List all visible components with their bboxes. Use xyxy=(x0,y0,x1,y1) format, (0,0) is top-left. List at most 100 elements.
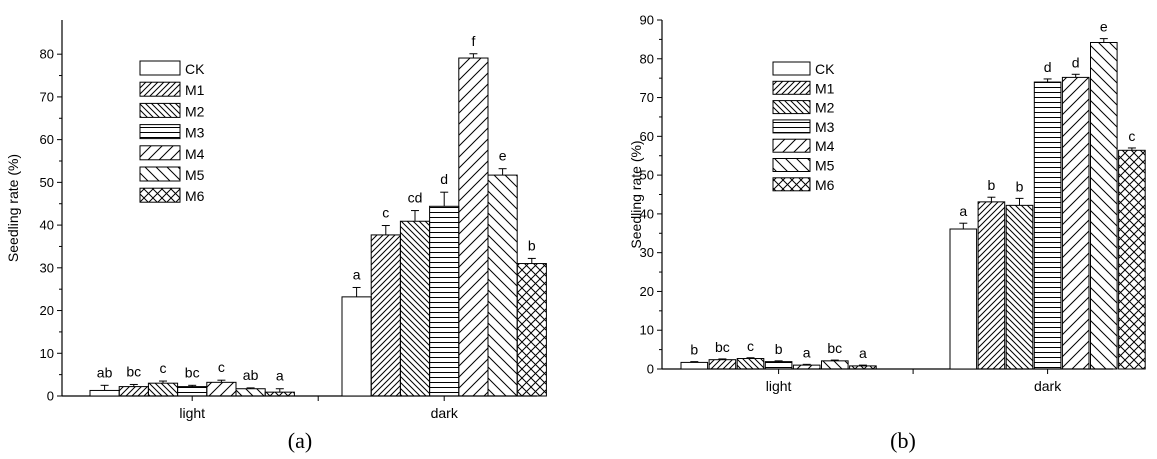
significance-label: e xyxy=(1100,19,1108,35)
significance-label: a xyxy=(276,368,284,384)
y-tick-label: 50 xyxy=(40,175,54,190)
significance-label: bc xyxy=(827,340,842,356)
legend-label-M2: M2 xyxy=(185,103,205,119)
significance-label: d xyxy=(440,171,448,187)
legend-swatch-M5 xyxy=(772,158,811,172)
significance-label: f xyxy=(471,33,475,49)
bar-M4-dark xyxy=(458,57,489,397)
y-tick-label: 90 xyxy=(640,13,654,28)
significance-label: e xyxy=(499,148,507,164)
y-tick-label: 80 xyxy=(640,51,654,66)
bar-M6-light xyxy=(264,391,295,397)
bar-M3-dark xyxy=(1033,81,1062,370)
legend: CK M1 M2 M3 M4 M5 M6 xyxy=(772,61,835,193)
bar-M3-light xyxy=(177,386,208,397)
legend-swatch-M1 xyxy=(139,81,181,97)
x-category-label: light xyxy=(766,378,792,394)
legend-label-M6: M6 xyxy=(185,188,205,204)
significance-label: b xyxy=(528,237,536,253)
legend-swatch-M5 xyxy=(139,166,181,182)
y-tick-label: 20 xyxy=(640,284,654,299)
bar-M3-dark xyxy=(429,205,460,397)
panel-caption: (a) xyxy=(288,428,312,453)
significance-label: c xyxy=(218,359,225,375)
significance-label: a xyxy=(859,345,867,361)
legend-label-M4: M4 xyxy=(185,146,205,162)
bar-M2-light xyxy=(736,358,765,370)
significance-label: a xyxy=(959,203,967,219)
bar-M5-light xyxy=(821,360,849,370)
legend-label-M6: M6 xyxy=(815,177,835,193)
bar-M2-dark xyxy=(399,220,431,397)
significance-label: b xyxy=(690,342,698,358)
legend-swatch-M4 xyxy=(772,138,811,153)
y-tick-label: 70 xyxy=(40,89,54,104)
significance-label: bc xyxy=(715,339,730,355)
significance-label: bc xyxy=(185,364,200,380)
significance-label: c xyxy=(382,205,389,221)
bar-CK-light xyxy=(680,361,709,370)
y-tick-label: 0 xyxy=(647,362,654,377)
legend-swatch-M6 xyxy=(772,177,811,192)
y-tick-label: 80 xyxy=(40,47,54,62)
bar-M6-light xyxy=(849,365,877,370)
y-tick-label: 30 xyxy=(640,245,654,260)
significance-label: d xyxy=(1044,59,1052,75)
legend-label-M3: M3 xyxy=(815,119,835,135)
bar-M2-light xyxy=(147,382,179,397)
bar-M1-light xyxy=(118,386,149,397)
significance-label: c xyxy=(160,360,167,376)
y-tick-label: 10 xyxy=(640,323,654,338)
legend-label-M1: M1 xyxy=(185,82,205,98)
y-tick-label: 0 xyxy=(47,389,54,404)
legend-label-CK: CK xyxy=(815,61,835,77)
legend-swatch-M3 xyxy=(139,124,181,140)
y-axis-label: Seedling rate (%) xyxy=(628,140,644,248)
y-tick-label: 60 xyxy=(40,132,54,147)
significance-label: ab xyxy=(97,364,113,380)
legend-label-M5: M5 xyxy=(815,158,835,174)
significance-label: cd xyxy=(408,190,423,206)
bar-M1-dark xyxy=(977,201,1006,370)
legend-swatch-M3 xyxy=(772,119,811,134)
legend-swatch-M2 xyxy=(139,102,181,118)
legend-swatch-M4 xyxy=(139,145,181,161)
y-tick-label: 40 xyxy=(40,218,54,233)
legend-label-M5: M5 xyxy=(185,167,205,183)
legend-label-M2: M2 xyxy=(815,100,835,116)
y-tick-label: 70 xyxy=(640,90,654,105)
x-category-label: dark xyxy=(1034,378,1062,394)
bar-M5-dark xyxy=(1090,41,1118,370)
legend-swatch-M1 xyxy=(772,80,811,95)
panel-caption: (b) xyxy=(890,428,916,453)
bar-CK-dark xyxy=(341,296,372,397)
bar-M4-dark xyxy=(1061,76,1090,370)
bar-M1-light xyxy=(708,359,737,370)
significance-label: b xyxy=(775,341,783,357)
significance-label: d xyxy=(1072,54,1080,70)
legend-label-M4: M4 xyxy=(815,138,835,154)
significance-label: a xyxy=(353,266,361,282)
y-tick-label: 50 xyxy=(640,168,654,183)
y-tick-label: 30 xyxy=(40,260,54,275)
bar-M5-light xyxy=(235,388,266,397)
legend-swatch-M6 xyxy=(139,187,181,203)
bar-M4-light xyxy=(206,381,237,397)
bar-M6-dark xyxy=(1118,149,1146,370)
y-tick-label: 40 xyxy=(640,206,654,221)
x-category-label: light xyxy=(179,405,205,421)
bar-M6-dark xyxy=(516,263,547,397)
legend-swatch-M2 xyxy=(772,100,811,115)
y-tick-label: 60 xyxy=(640,129,654,144)
legend: CK M1 M2 M3 M4 M5 M6 xyxy=(139,60,205,204)
legend-label-M1: M1 xyxy=(815,80,835,96)
legend-swatch-CK xyxy=(772,61,811,76)
legend-label-CK: CK xyxy=(185,61,205,77)
bar-M4-light xyxy=(792,364,821,370)
significance-label: b xyxy=(988,177,996,193)
x-category-label: dark xyxy=(431,405,459,421)
legend-swatch-CK xyxy=(139,60,181,76)
